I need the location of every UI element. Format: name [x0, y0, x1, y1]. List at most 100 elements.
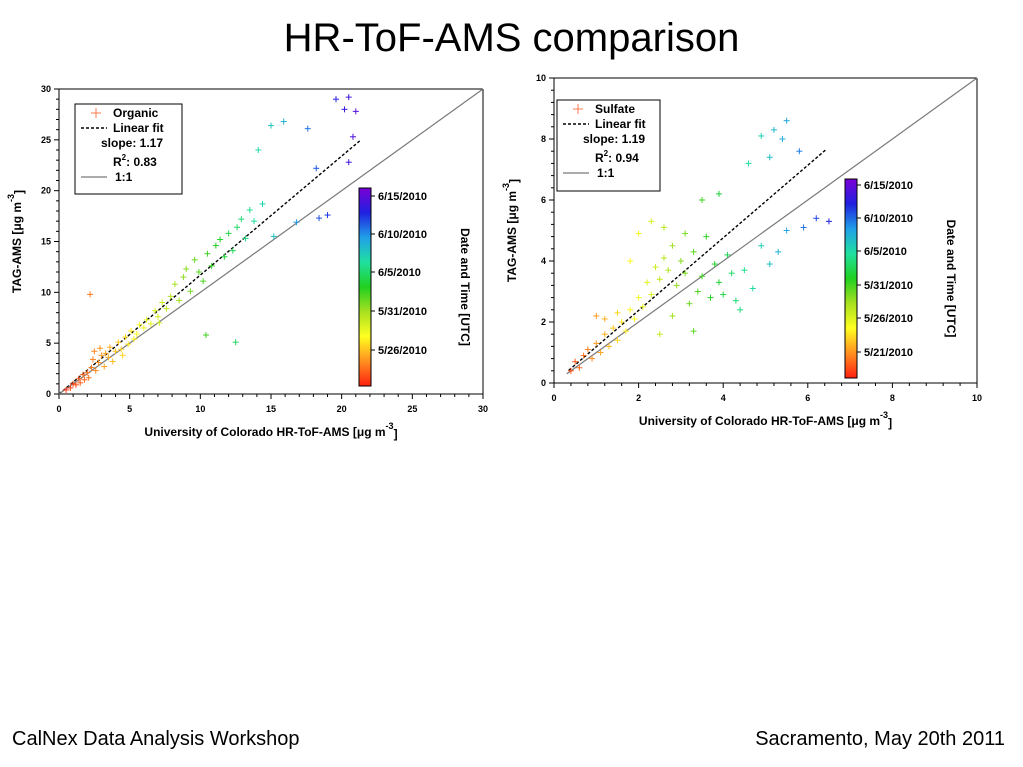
data-point	[125, 341, 132, 348]
data-point	[656, 276, 663, 283]
data-point	[202, 332, 209, 339]
x-tick-label: 8	[890, 393, 895, 403]
data-point	[352, 108, 359, 115]
data-point	[80, 371, 87, 378]
data-point	[694, 288, 701, 295]
data-point	[635, 230, 642, 237]
y-tick-label: 2	[541, 317, 546, 327]
data-point	[333, 96, 340, 103]
data-point	[75, 375, 82, 382]
data-point	[652, 264, 659, 271]
data-point	[648, 291, 655, 298]
y-tick-label: 30	[41, 84, 51, 94]
data-point	[631, 315, 638, 322]
data-point	[589, 355, 596, 362]
legend-r2-label: R2: 0.94	[595, 149, 639, 165]
data-point	[669, 242, 676, 249]
y-tick-label: 0	[541, 378, 546, 388]
data-point	[91, 348, 98, 355]
data-point	[349, 133, 356, 140]
data-point	[324, 212, 331, 219]
x-tick-label: 25	[407, 404, 417, 414]
data-point	[593, 312, 600, 319]
colorbar-tick-label: 5/21/2010	[864, 347, 913, 359]
x-tick-label: 10	[195, 404, 205, 414]
data-point	[217, 236, 224, 243]
data-point	[567, 367, 574, 374]
data-point	[665, 267, 672, 274]
data-point	[208, 262, 215, 269]
x-tick-label: 20	[337, 404, 347, 414]
data-point	[171, 281, 178, 288]
data-point	[699, 273, 706, 280]
x-tick-label: 0	[551, 393, 556, 403]
data-point	[232, 339, 239, 346]
data-point	[118, 346, 125, 353]
legend-fit-label: Linear fit	[595, 117, 646, 131]
legend-oneone-label: 1:1	[597, 166, 615, 180]
data-point	[102, 350, 109, 357]
colorbar-tick-label: 6/10/2010	[864, 213, 913, 225]
legend-box	[74, 103, 183, 195]
colorbar-tick-label: 6/10/2010	[378, 229, 427, 241]
data-point	[699, 197, 706, 203]
data-point	[622, 328, 629, 335]
data-point	[255, 147, 262, 153]
data-point	[128, 327, 135, 334]
data-point	[212, 242, 219, 249]
colorbar-tick-label: 6/15/2010	[864, 180, 913, 192]
legend-slope-label: slope: 1.19	[583, 132, 645, 146]
data-point	[136, 321, 143, 328]
colorbar-tick-label: 6/5/2010	[864, 246, 907, 258]
data-point	[601, 331, 608, 338]
data-point	[122, 334, 129, 341]
data-point	[758, 132, 765, 139]
colorbar-tick-label: 6/15/2010	[378, 191, 427, 203]
data-point	[682, 270, 689, 277]
data-point	[304, 125, 311, 132]
data-point	[779, 136, 786, 142]
colorbar-label: Date and Time [UTC]	[944, 220, 958, 338]
x-tick-label: 5	[127, 404, 132, 414]
legend-fit-label: Linear fit	[113, 121, 164, 135]
data-point	[313, 165, 320, 172]
x-tick-label: 2	[636, 393, 641, 403]
y-tick-label: 10	[41, 287, 51, 297]
data-point	[221, 253, 228, 260]
data-point	[690, 248, 697, 255]
y-tick-label: 5	[46, 338, 51, 348]
data-point	[593, 340, 600, 347]
colorbar-tick-label: 6/5/2010	[378, 267, 421, 279]
data-point	[813, 215, 820, 222]
linear-fit-line	[568, 148, 828, 371]
data-point	[724, 251, 731, 258]
data-point	[246, 206, 253, 213]
data-point	[87, 291, 94, 298]
data-point	[635, 294, 642, 301]
x-tick-label: 4	[721, 393, 726, 403]
data-point	[238, 216, 245, 223]
data-point	[614, 309, 621, 316]
data-point	[656, 331, 663, 338]
data-point	[686, 300, 693, 307]
data-point	[225, 230, 232, 237]
data-point	[345, 159, 352, 166]
x-tick-label: 15	[266, 404, 276, 414]
data-point	[341, 106, 348, 113]
data-point	[251, 218, 258, 225]
data-point	[280, 118, 287, 125]
data-point	[109, 358, 116, 365]
y-axis-label: TAG-AMS [μg m-3]	[501, 179, 521, 282]
data-point	[749, 285, 756, 292]
y-tick-label: 8	[541, 134, 546, 144]
y-tick-label: 15	[41, 237, 51, 247]
x-tick-label: 10	[972, 393, 982, 403]
data-point	[682, 230, 689, 237]
data-point	[204, 250, 211, 257]
slide-title: HR-ToF-AMS comparison	[283, 16, 740, 60]
colorbar-tick-label: 5/31/2010	[864, 280, 913, 292]
x-axis-label: University of Colorado HR-ToF-AMS [μg m-…	[144, 421, 397, 441]
data-point	[605, 343, 612, 350]
x-axis-label: University of Colorado HR-ToF-AMS [μg m-…	[639, 410, 892, 430]
data-point	[345, 94, 352, 101]
